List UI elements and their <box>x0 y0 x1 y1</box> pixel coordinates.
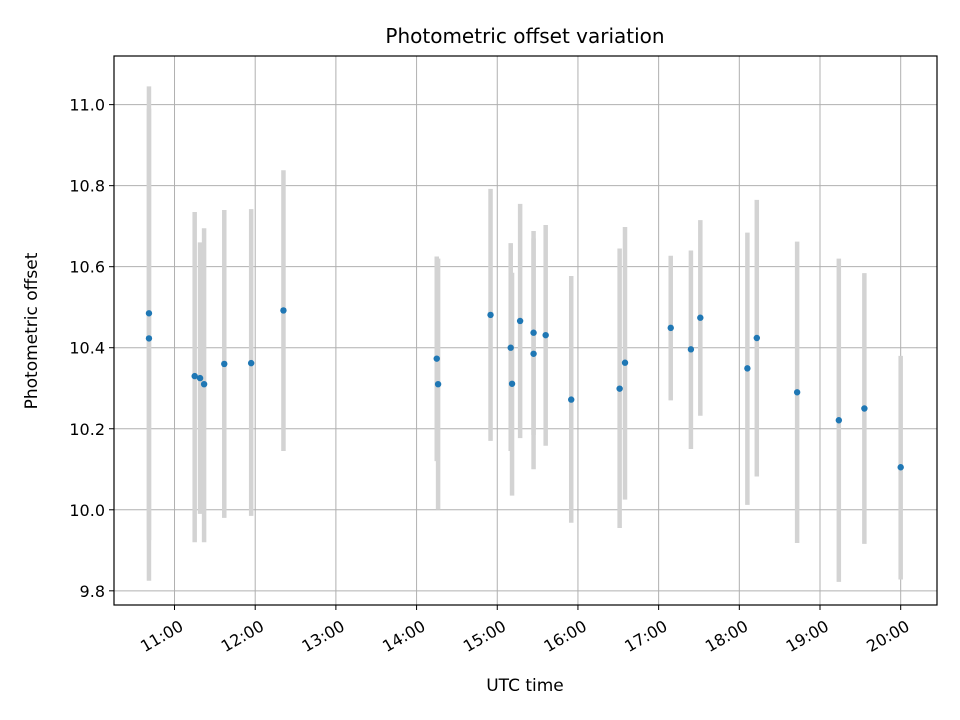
data-point <box>616 385 623 392</box>
chart-title: Photometric offset variation <box>385 24 664 48</box>
y-tick-label: 10.8 <box>69 177 105 196</box>
data-point <box>280 307 287 314</box>
data-point <box>530 350 537 357</box>
y-tick-label: 10.0 <box>69 501 105 520</box>
data-point <box>861 405 868 412</box>
y-tick-label: 11.0 <box>69 96 105 115</box>
data-point <box>507 344 514 351</box>
plot-frame <box>113 55 938 606</box>
y-axis: 9.8 10.0 10.2 10.4 10.6 10.8 11.0 <box>69 96 114 601</box>
data-point <box>621 359 629 366</box>
data-point <box>697 314 704 321</box>
data-point <box>753 334 761 342</box>
x-axis-label: UTC time <box>486 676 564 696</box>
data-point <box>835 417 843 424</box>
y-tick-label: 9.8 <box>80 582 105 601</box>
data-point <box>200 380 208 388</box>
data-point <box>744 365 751 372</box>
data-point <box>793 389 801 396</box>
data-point <box>897 464 904 471</box>
data-point <box>687 346 695 353</box>
y-tick-label: 10.2 <box>69 420 105 439</box>
data-point <box>434 380 442 388</box>
data-point <box>196 374 204 382</box>
data-point <box>433 355 440 362</box>
data-point <box>508 380 516 387</box>
data-point <box>542 331 549 339</box>
data-point <box>221 360 228 368</box>
data-point <box>487 311 494 319</box>
data-point <box>667 324 674 332</box>
data-point <box>145 310 153 317</box>
data-point <box>530 329 537 336</box>
data-point <box>145 335 153 342</box>
y-tick-label: 10.4 <box>69 339 105 358</box>
data-point <box>247 359 255 367</box>
y-tick-label: 10.6 <box>69 258 105 277</box>
data-points <box>145 307 904 471</box>
y-axis-label: Photometric offset <box>22 252 42 409</box>
data-point <box>516 317 524 325</box>
data-point <box>568 396 575 403</box>
data-point <box>191 372 198 380</box>
